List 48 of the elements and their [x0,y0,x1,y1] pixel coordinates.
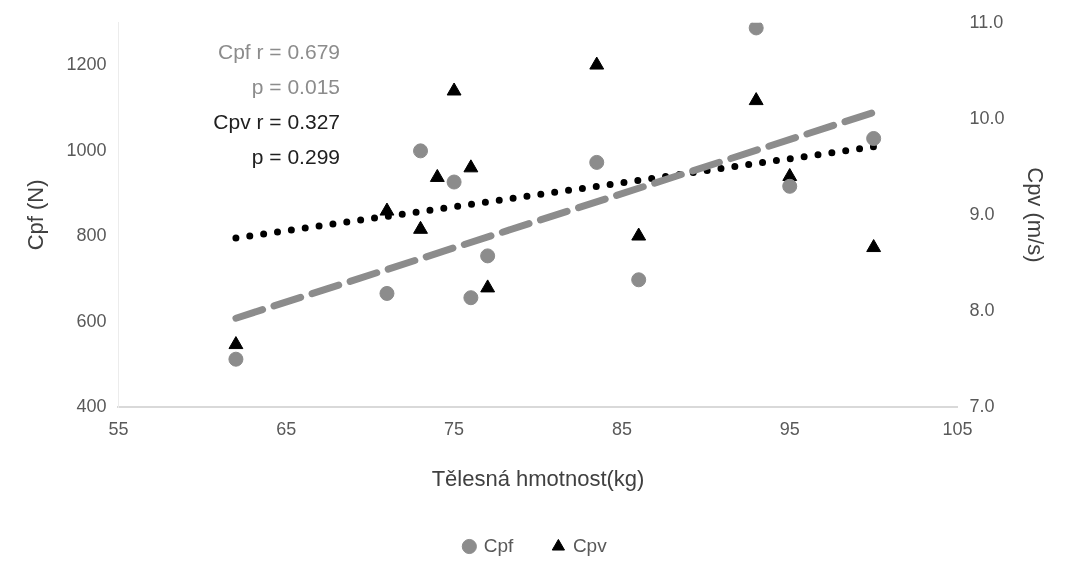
x-tick-label: 105 [942,418,973,439]
x-axis-title: Tělesná hmotnost(kg) [431,465,645,491]
y-tick-label: 800 [76,225,107,246]
point [480,279,496,293]
y2-tick-label: 7.0 [969,395,995,416]
y2-tick-label: 11.0 [969,11,1004,32]
point [748,92,764,106]
y2-tick-label: 9.0 [969,203,995,224]
point [463,290,479,306]
x-tick-label: 85 [611,418,632,439]
annotation: Cpv r = 0.327 [212,109,340,135]
y-tick-label: 400 [76,395,107,416]
legend-label: Cpf [483,534,515,556]
x-tick-label: 55 [108,418,129,439]
point [782,167,798,181]
point [413,143,429,159]
point [379,202,395,216]
point [866,130,882,146]
point [782,178,798,194]
y-axis-title: Cpf (N) [23,179,49,251]
legend-label: Cpv [572,534,608,556]
point [589,56,605,70]
annotation: p = 0.299 [250,144,340,170]
annotation: p = 0.015 [250,74,340,100]
point [866,239,882,253]
y2-axis-title: Cpv (m/s) [1022,167,1048,263]
point [589,154,605,170]
y-tick-label: 600 [76,310,107,331]
y2-tick-label: 10.0 [969,107,1005,128]
point [379,285,395,301]
point [446,82,462,96]
point [429,168,445,182]
y-tick-label: 1000 [66,139,107,160]
point [228,336,244,350]
point [631,227,647,241]
point [413,220,428,234]
y-tick-label: 1200 [66,54,107,75]
x-tick-label: 95 [779,418,800,439]
point [631,272,647,288]
point [228,351,244,367]
point [480,248,496,264]
x-tick-label: 65 [276,418,297,439]
point [446,174,462,190]
y2-tick-label: 8.0 [969,299,995,320]
point [463,159,479,173]
x-tick-label: 75 [444,418,465,439]
point [748,22,764,36]
annotation: Cpf r = 0.679 [217,39,340,65]
